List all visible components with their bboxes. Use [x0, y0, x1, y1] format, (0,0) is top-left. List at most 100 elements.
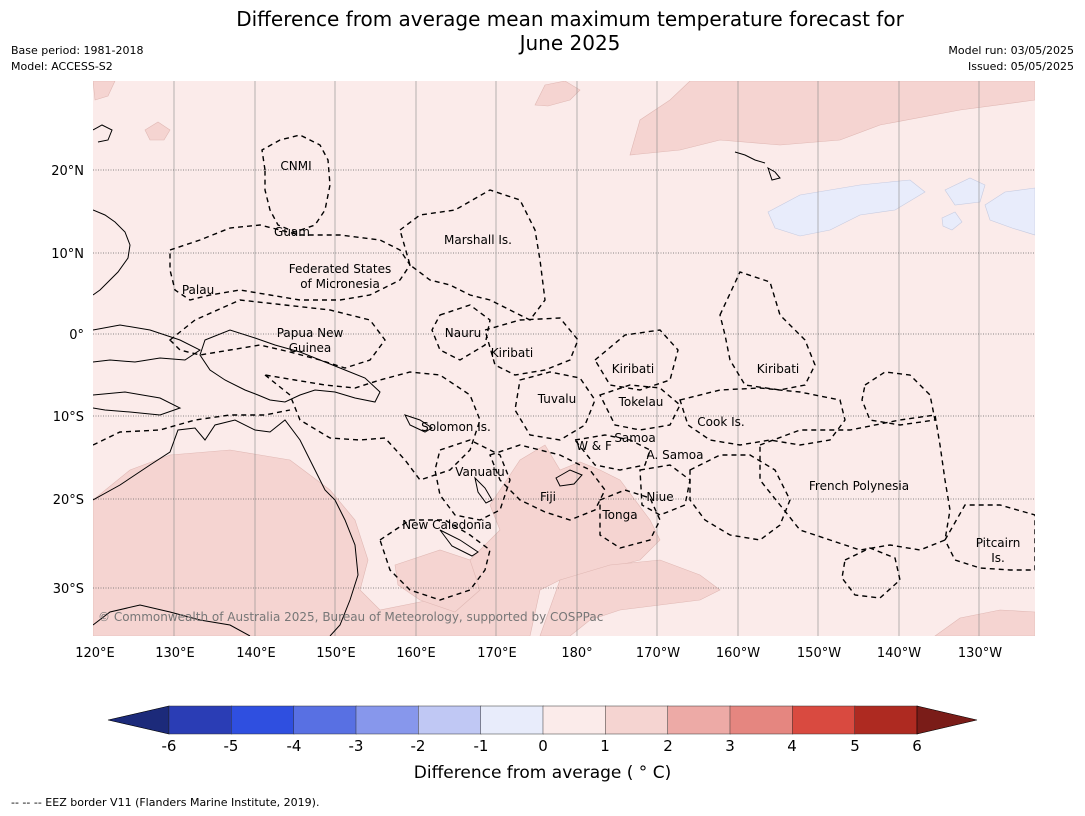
northern-warm-area	[629, 81, 1035, 156]
label-vanuatu: Vanuatu	[455, 465, 505, 479]
label-kiribati-line: Kiribati	[757, 362, 799, 376]
label-png-line1: Papua New	[277, 326, 344, 340]
eez-cook-north	[679, 387, 846, 446]
east-cool-area	[944, 177, 986, 206]
lon-label: 140°W	[877, 646, 921, 661]
label-solomon: Solomon Is.	[421, 420, 491, 434]
label-niue: Niue	[646, 490, 673, 504]
fiji-coast	[555, 469, 583, 487]
eez-kiribati-phoenix	[594, 329, 679, 391]
colorbar-tick: 2	[663, 737, 673, 755]
colorbar-cells	[107, 705, 978, 735]
lat-label: 20°S	[53, 493, 84, 508]
label-nauru: Nauru	[445, 326, 481, 340]
colorbar-cell	[667, 705, 731, 735]
lat-tick-labels: 20°N 10°N 0° 10°S 20°S 30°S	[51, 164, 84, 597]
lat-label: 30°S	[53, 582, 84, 597]
lon-label: 160°E	[396, 646, 436, 661]
new-caledonia-coast	[439, 529, 479, 557]
eez-tokelau	[599, 384, 681, 431]
label-samoa: Samoa	[614, 431, 655, 445]
south-central-warm-patch	[539, 559, 721, 636]
new-guinea-coast	[199, 329, 381, 403]
philippines-coast	[93, 209, 131, 296]
taiwan-coast	[93, 124, 113, 143]
colorbar-tick: -1	[474, 737, 489, 755]
northwest-warm-patch	[93, 81, 116, 101]
hawaii-chain	[734, 151, 766, 164]
eez-french-polynesia	[759, 414, 951, 551]
label-kiribati-phoenix: Kiribati	[612, 362, 654, 376]
colorbar-cell	[480, 705, 544, 735]
colorbar-extend-high	[916, 705, 978, 735]
meta-right: Model run: 03/05/2025 Issued: 05/05/2025	[948, 43, 1074, 75]
eez-solomon	[262, 371, 481, 481]
lon-label: 130°E	[155, 646, 195, 661]
eez-cnmi	[261, 134, 331, 233]
label-tokelau: Tokelau	[618, 395, 664, 409]
label-kiribati-gilbert: Kiribati	[491, 346, 533, 360]
eez-vanuatu	[434, 439, 511, 521]
eez-niue	[639, 464, 691, 516]
eez-kiribati-line	[719, 271, 816, 391]
vanuatu-coast	[474, 476, 493, 504]
colorbar-cell	[605, 705, 669, 735]
lon-label: 120°E	[75, 646, 115, 661]
colorbar-tick: -2	[411, 737, 426, 755]
colorbar-tick: 0	[538, 737, 548, 755]
australia-south-coast	[93, 604, 251, 636]
coastlines	[93, 124, 781, 636]
eez-footnote: -- -- -- EEZ border V11 (Flanders Marine…	[11, 796, 320, 809]
label-png-line2: Guinea	[289, 341, 332, 355]
lon-label: 140°E	[236, 646, 276, 661]
lon-tick-labels: 120°E 130°E 140°E 150°E 160°E 170°E 180°…	[75, 646, 1002, 661]
eez-marquesas	[861, 371, 936, 426]
label-pitcairn-line1: Pitcairn	[976, 536, 1021, 550]
colorbar-cell	[293, 705, 357, 735]
lon-label: 170°E	[477, 646, 517, 661]
colorbar-tick: 5	[850, 737, 860, 755]
colorbar-cell	[355, 705, 420, 735]
small-cool-area	[941, 211, 963, 231]
lon-label: 170°W	[636, 646, 680, 661]
lon-label: 150°W	[797, 646, 841, 661]
colorbar-tick: -5	[224, 737, 239, 755]
label-wallis-futuna: W & F	[576, 439, 612, 453]
region-labels: CNMI Guam Marshall Is. Federated States …	[182, 159, 1020, 565]
lon-label: 150°E	[316, 646, 356, 661]
label-pitcairn-line2: Is.	[991, 551, 1005, 565]
colorbar-tick: 4	[787, 737, 797, 755]
latitude-lines	[93, 169, 1035, 589]
colorbar-tick: -4	[287, 737, 302, 755]
colorbar-tick: 1	[600, 737, 610, 755]
colorbar-extend-low	[107, 705, 170, 735]
graticule	[173, 81, 980, 636]
label-fsm-line2: of Micronesia	[300, 277, 380, 291]
colorbar-tick: 6	[912, 737, 922, 755]
eez-cook-south	[689, 454, 791, 541]
page-title: Difference from average mean maximum tem…	[0, 7, 1085, 55]
colorbar-cell	[854, 705, 918, 735]
colorbar-label: Difference from average ( ° C)	[413, 763, 672, 783]
map-area: CNMI Guam Marshall Is. Federated States …	[93, 81, 1035, 636]
label-american-samoa: A. Samoa	[647, 448, 704, 462]
colorbar-cell	[729, 705, 794, 735]
lat-label: 0°	[69, 328, 84, 343]
label-tuvalu: Tuvalu	[537, 392, 577, 406]
lon-label: 130°W	[958, 646, 1002, 661]
title-line-1: Difference from average mean maximum tem…	[236, 7, 904, 31]
colorbar-tick-labels: -6 -5 -4 -3 -2 -1 0 1 2 3 4 5 6	[162, 737, 922, 755]
southeast-warm-patch	[934, 609, 1035, 636]
label-cnmi: CNMI	[280, 159, 311, 173]
label-palau: Palau	[182, 283, 214, 297]
colorbar-cell	[418, 705, 482, 735]
anomaly-neg1-0-areas	[767, 177, 1035, 237]
indonesia-coast	[93, 324, 201, 363]
central-cool-area	[767, 179, 926, 237]
colorbar-cell	[168, 705, 233, 735]
north-warm-patch	[534, 81, 581, 107]
lon-label: 160°W	[716, 646, 760, 661]
model-run: Model run: 03/05/2025	[948, 44, 1074, 57]
eez-new-caledonia	[379, 519, 491, 601]
